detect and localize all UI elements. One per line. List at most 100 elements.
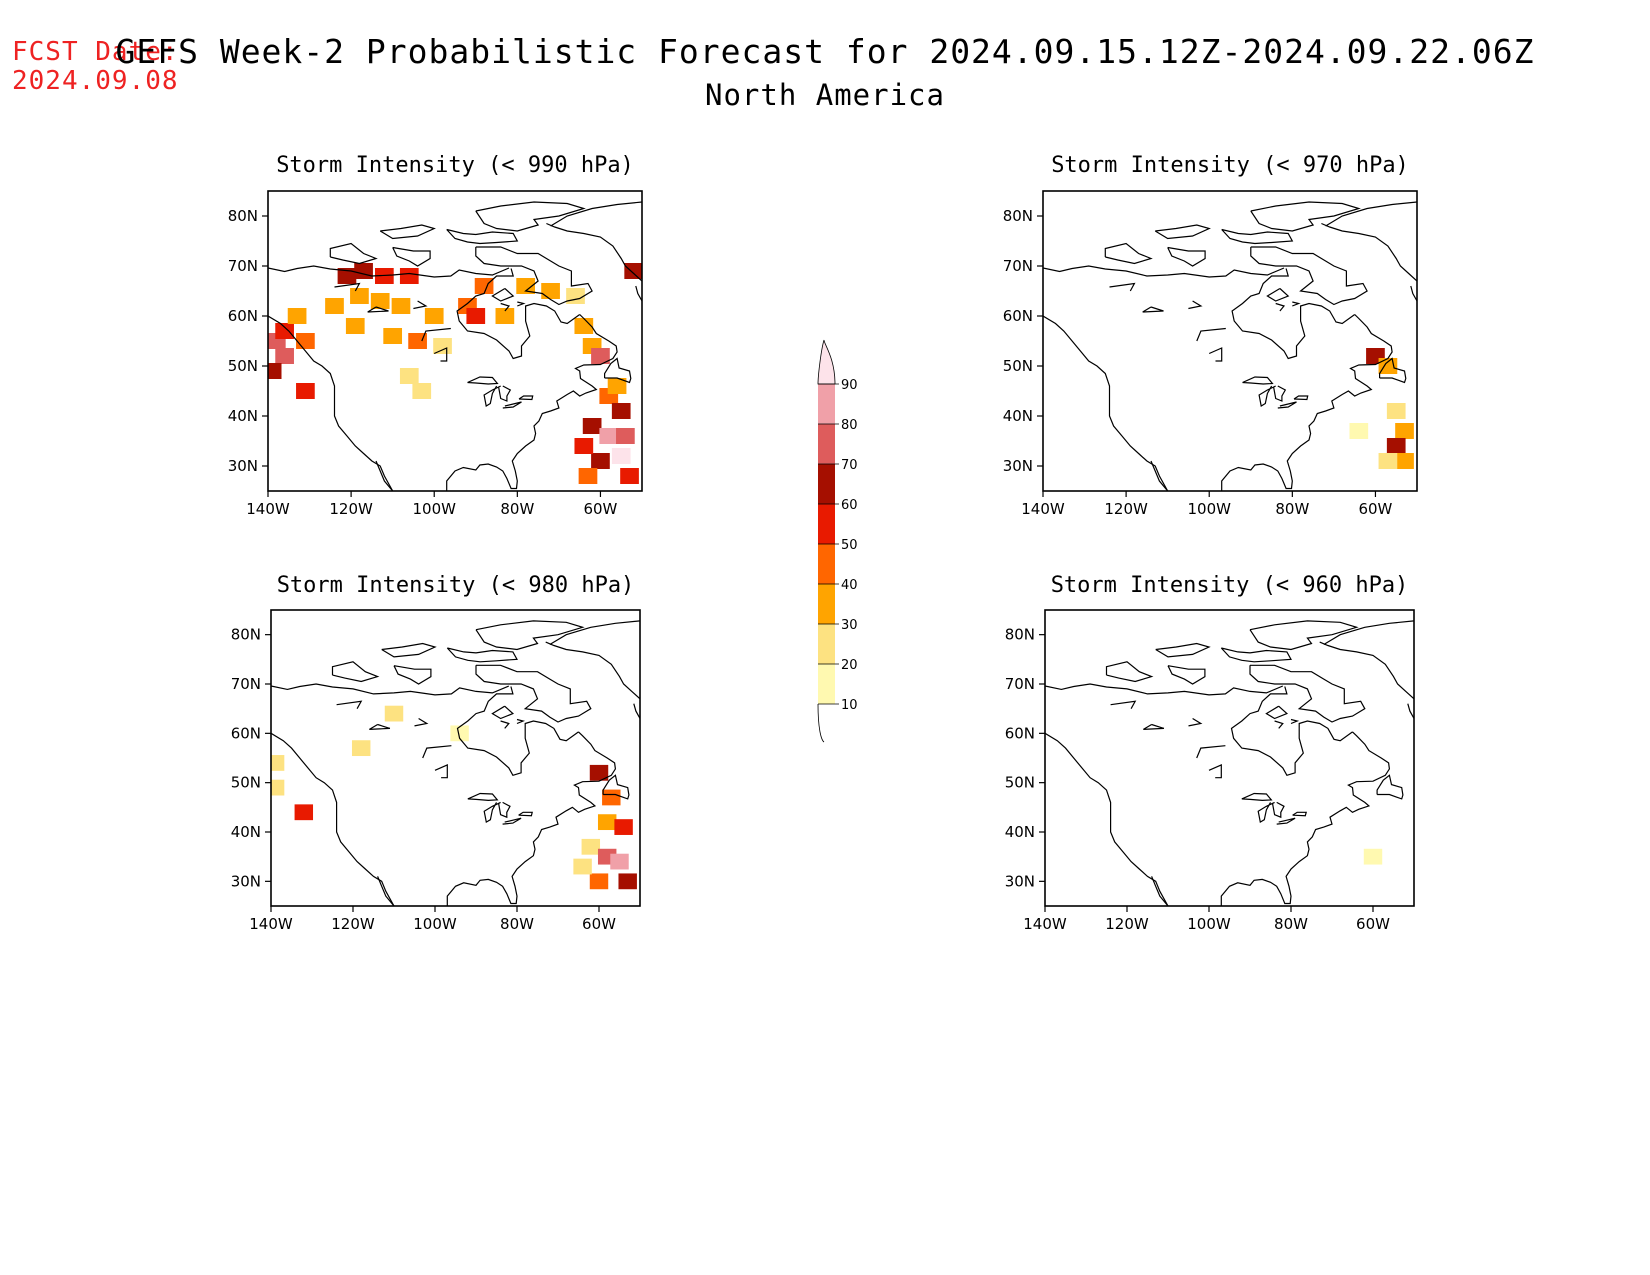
colorbar-label: 40 — [841, 578, 858, 593]
lon-tick-label: 60W — [582, 915, 616, 933]
lon-tick-label: 140W — [1021, 500, 1065, 518]
forecast-date-label: FCST Date: 2024.09.08 — [12, 38, 179, 96]
probability-cell — [597, 814, 617, 831]
panel-title: Storm Intensity (< 970 hPa) — [1051, 153, 1409, 178]
probability-cell — [1349, 423, 1369, 439]
colorbar-segment — [818, 424, 835, 464]
lat-tick-label: 70N — [1003, 257, 1033, 275]
probability-cell — [354, 263, 373, 279]
lat-tick-label: 60N — [231, 724, 261, 742]
probability-cell — [1386, 438, 1406, 454]
map-panel-p960: Storm Intensity (< 960 hPa) 80N 70N 60N 50N 4… — [1005, 573, 1415, 933]
probability-field — [271, 705, 637, 890]
colorbar-segment — [818, 664, 835, 704]
lat-tick-label: 60N — [1005, 724, 1035, 742]
lat-tick-label: 80N — [231, 626, 261, 644]
lat-tick-label: 50N — [1005, 774, 1035, 792]
probability-cell — [591, 453, 610, 469]
lat-tick-label: 60N — [228, 307, 258, 325]
lat-tick-label: 70N — [1005, 675, 1035, 693]
lat-tick-label: 30N — [1003, 457, 1033, 475]
lon-tick-label: 100W — [412, 500, 456, 518]
probability-cell — [578, 468, 598, 484]
colorbar-label: 70 — [841, 458, 858, 473]
probability-cell — [337, 268, 357, 284]
lon-tick-label: 80W — [1275, 500, 1309, 518]
lon-tick-label: 80W — [500, 915, 534, 933]
lat-tick-label: 30N — [1005, 872, 1035, 890]
probability-cell — [589, 764, 609, 781]
lat-tick-label: 80N — [228, 207, 258, 225]
lon-tick-label: 60W — [583, 500, 617, 518]
lon-tick-label: 80W — [1274, 915, 1308, 933]
probability-cell — [573, 858, 592, 875]
probability-cell — [399, 268, 419, 284]
lat-tick-label: 80N — [1003, 207, 1033, 225]
lon-tick-label: 100W — [413, 915, 457, 933]
probability-cell — [275, 348, 294, 364]
fcst-date: 2024.09.08 — [12, 66, 179, 96]
lon-tick-label: 120W — [329, 500, 373, 518]
probability-cell — [574, 438, 594, 454]
coastlines — [271, 617, 640, 906]
probability-field — [268, 263, 642, 484]
colorbar-label: 90 — [841, 378, 858, 393]
lon-tick-label: 60W — [1356, 915, 1390, 933]
probability-cell — [614, 819, 633, 835]
lat-tick-label: 30N — [231, 872, 261, 890]
probability-cell — [574, 318, 594, 334]
lon-tick-label: 140W — [249, 915, 293, 933]
probability-cell — [350, 288, 369, 304]
probability-cell — [599, 428, 619, 444]
probability-cell — [581, 838, 601, 855]
probability-cell — [589, 873, 609, 890]
probability-cell — [391, 298, 411, 314]
probability-cell — [271, 779, 285, 796]
probability-field — [1363, 848, 1383, 865]
coastlines — [268, 198, 642, 491]
probability-cell — [1363, 848, 1383, 865]
panel-frame — [267, 190, 643, 492]
fcst-label: FCST Date: — [12, 37, 179, 67]
lat-tick-label: 40N — [228, 407, 258, 425]
colorbar-segment — [818, 504, 835, 544]
colorbar-segment — [818, 384, 835, 424]
probability-cell — [287, 308, 307, 324]
lat-tick-label: 30N — [228, 457, 258, 475]
colorbar-label: 30 — [841, 618, 858, 633]
probability-cell — [495, 308, 515, 324]
colorbar: 10 20 30 40 50 60 70 80 90 — [817, 339, 858, 743]
probability-cell — [325, 298, 344, 314]
probability-cell — [383, 328, 403, 344]
probability-cell — [399, 368, 419, 384]
probability-cell — [424, 308, 444, 324]
colorbar-label: 80 — [841, 418, 858, 433]
page-title: GEFS Week-2 Probabilistic Forecast for 2… — [115, 32, 1535, 71]
panel-frame — [270, 609, 641, 907]
lon-tick-label: 120W — [331, 915, 375, 933]
probability-cell — [602, 789, 621, 806]
probability-cell — [268, 363, 282, 379]
probability-field — [1349, 348, 1414, 469]
probability-cell — [474, 278, 494, 294]
lat-tick-label: 70N — [228, 257, 258, 275]
probability-cell — [275, 323, 294, 339]
coastlines — [1045, 617, 1414, 906]
lat-tick-label: 50N — [1003, 357, 1033, 375]
colorbar-segment — [818, 584, 835, 624]
probability-cell — [271, 755, 285, 771]
lat-tick-label: 40N — [231, 823, 261, 841]
lon-tick-label: 140W — [1023, 915, 1067, 933]
panel-title: Storm Intensity (< 980 hPa) — [277, 573, 635, 598]
probability-cell — [1386, 403, 1406, 419]
probability-cell — [466, 308, 486, 324]
lon-tick-label: 100W — [1187, 500, 1231, 518]
map-panel-p980: Storm Intensity (< 980 hPa) 80N 70N 60N 50N 4… — [231, 573, 641, 933]
map-panel-p970: Storm Intensity (< 970 hPa) 80N 70N 60N 50N 4… — [1003, 153, 1418, 518]
probability-cell — [1395, 423, 1414, 439]
colorbar-label: 20 — [841, 658, 858, 673]
lon-tick-label: 60W — [1358, 500, 1392, 518]
probability-cell — [566, 288, 585, 304]
probability-cell — [616, 428, 635, 444]
